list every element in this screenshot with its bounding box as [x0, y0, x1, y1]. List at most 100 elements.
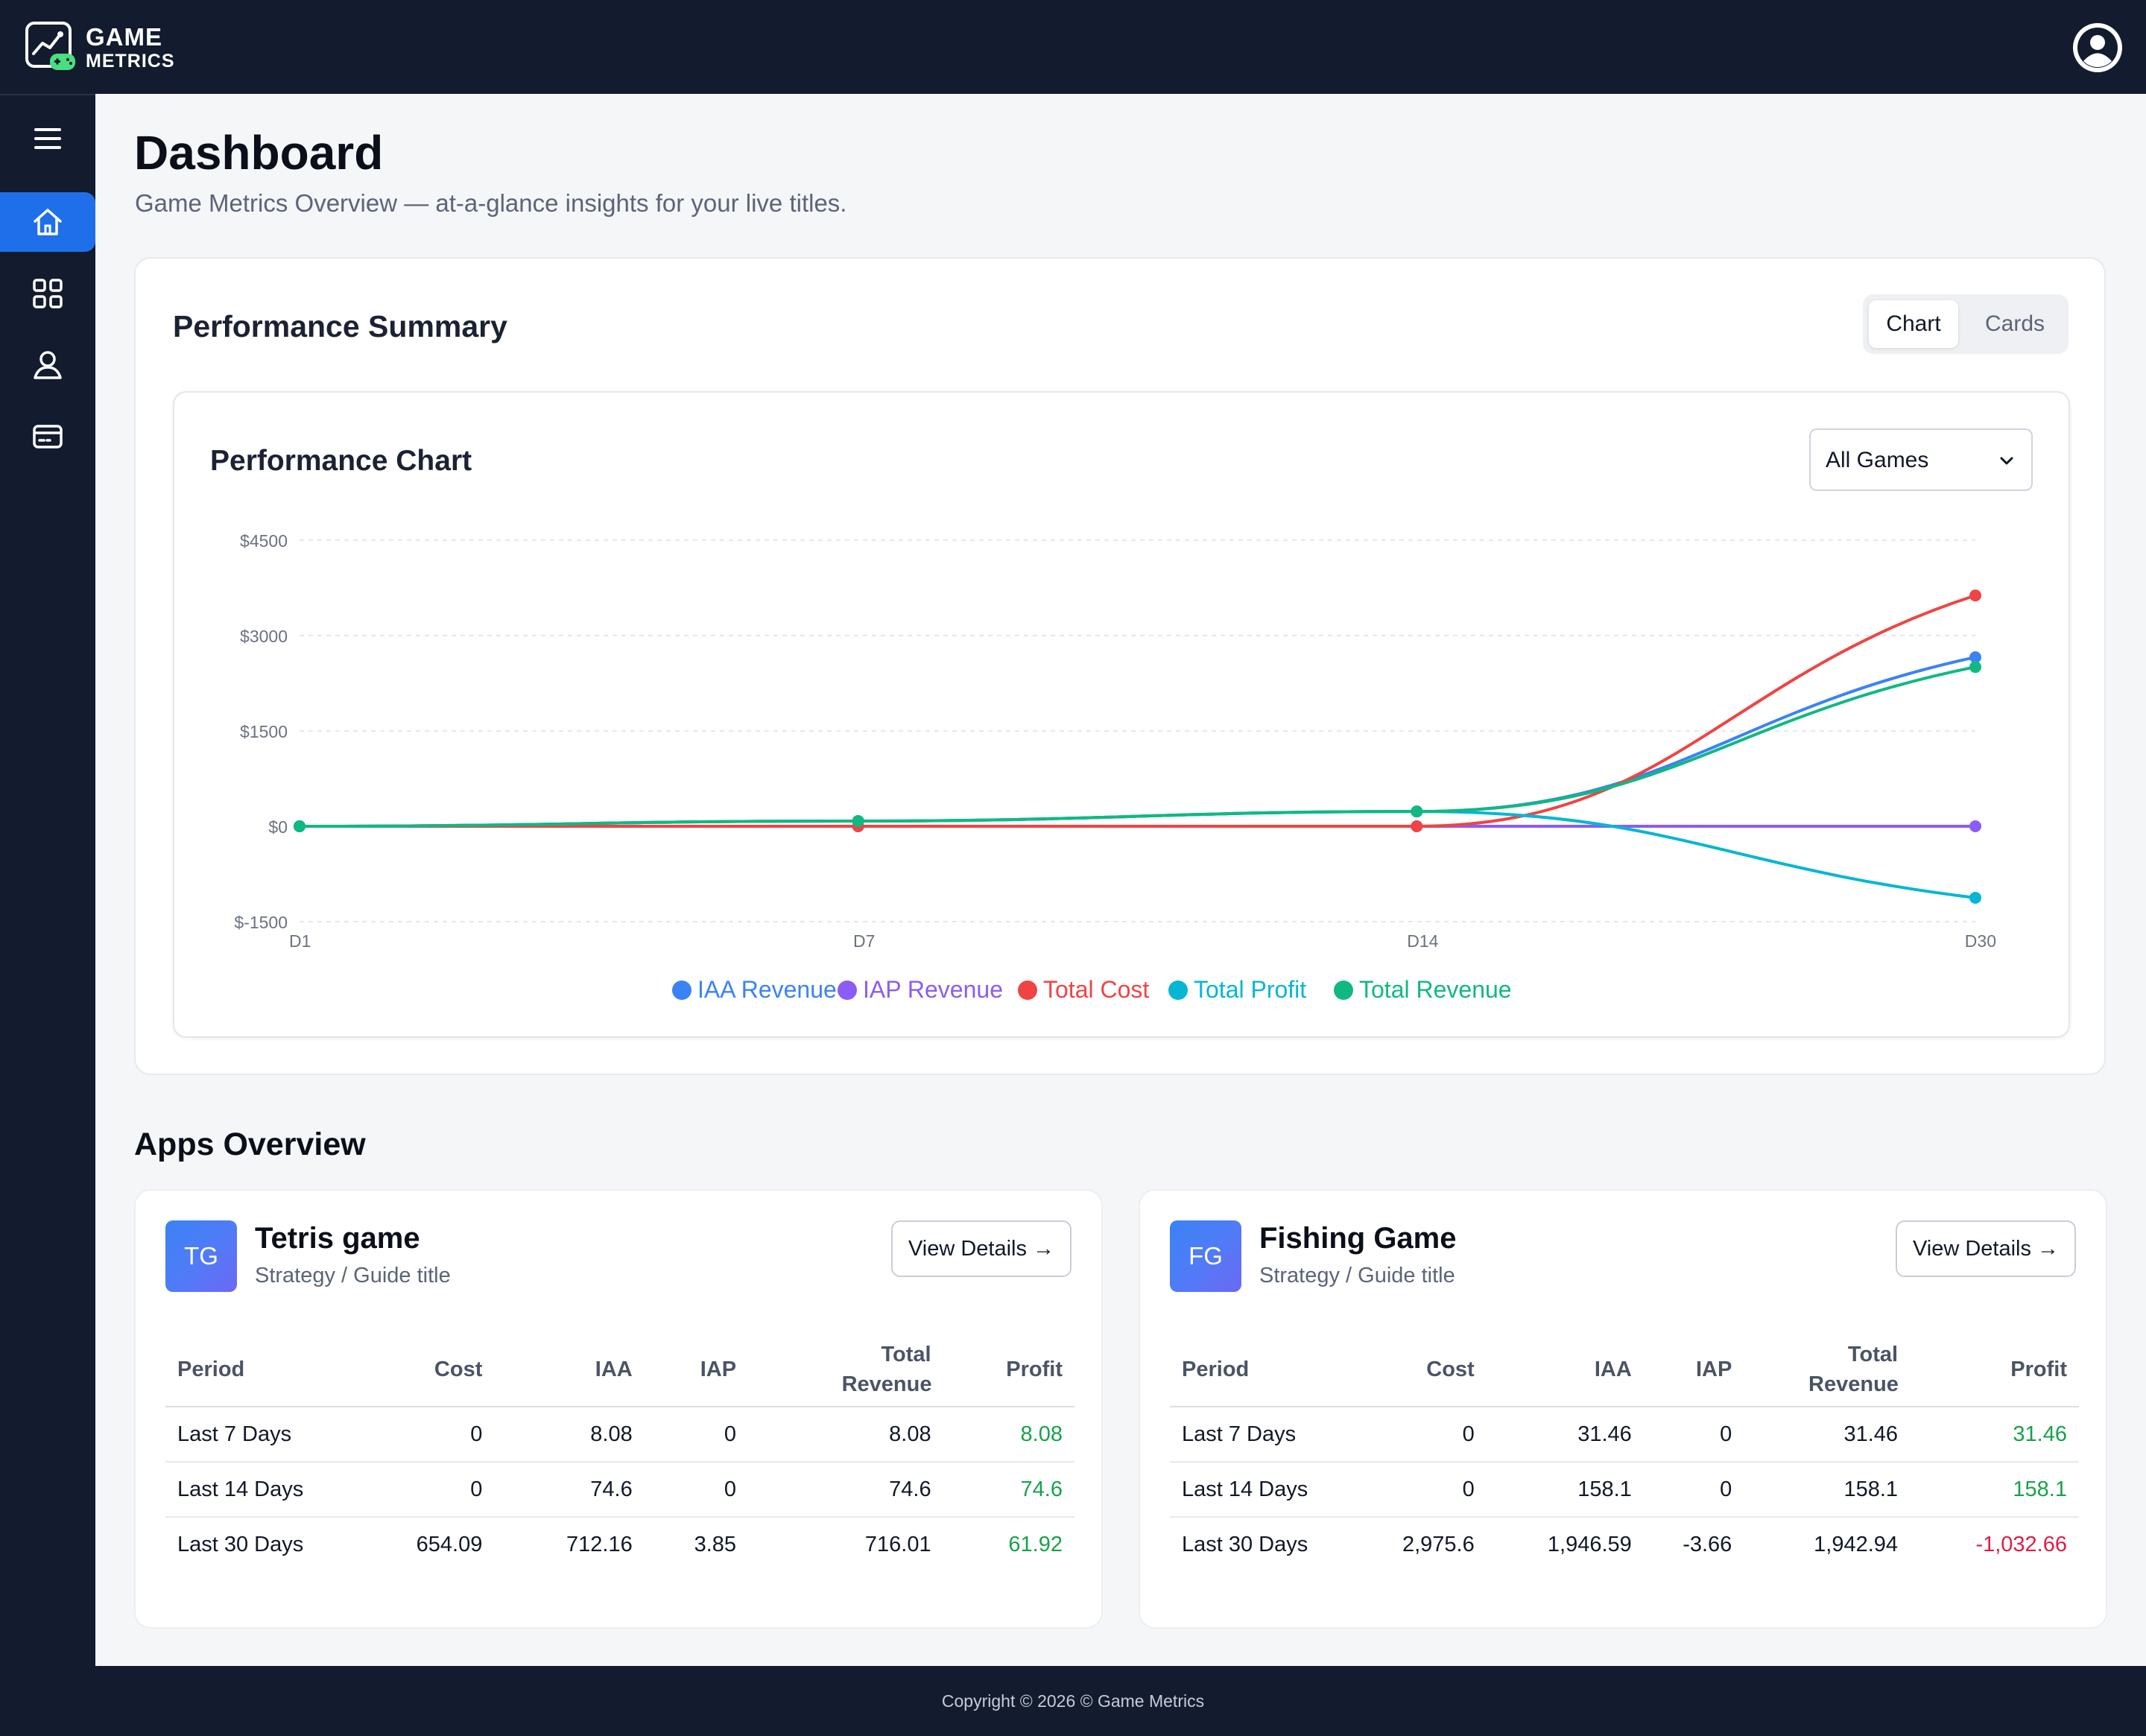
cell-iaa: 8.08	[494, 1407, 645, 1463]
nav-item-billing[interactable]	[0, 407, 95, 466]
cell-period: Last 30 Days	[1182, 1533, 1308, 1556]
column-header: Period	[177, 1357, 245, 1381]
data-point[interactable]	[1969, 661, 1981, 674]
legend-item[interactable]: Total Profit	[1168, 976, 1306, 1003]
app-avatar: FG	[1170, 1220, 1241, 1292]
table-row: Last 30 Days 654.09 712.16 3.85 716.01 61.92	[165, 1517, 1074, 1572]
nav-item-users[interactable]	[0, 335, 95, 395]
data-point[interactable]	[1969, 651, 1981, 664]
legend-item[interactable]: IAP Revenue	[838, 976, 1003, 1003]
nav-item-apps[interactable]	[0, 264, 95, 323]
chart-title: Performance Chart	[210, 445, 472, 477]
column-header: Total Revenue	[1808, 1342, 1899, 1396]
cell-total: 74.6	[748, 1462, 943, 1518]
legend-label: Total Profit	[1194, 976, 1306, 1003]
app-name: Tetris game	[255, 1222, 420, 1255]
cell-iap: 3.85	[694, 1533, 737, 1556]
cell-iap: 0	[1643, 1407, 1744, 1463]
game-filter-select[interactable]: All Games	[1809, 428, 2033, 491]
nav-item-home[interactable]	[0, 192, 95, 252]
cell-iaa: 74.6	[494, 1462, 645, 1518]
data-point[interactable]	[1411, 820, 1423, 832]
column-header: IAA	[1594, 1357, 1632, 1381]
table-row: Last 7 Days 0 31.46 0 31.46 31.46	[1170, 1407, 2079, 1463]
app-card: FG Fishing Game Strategy / Guide title View…	[1139, 1189, 2107, 1629]
cell-period: Last 7 Days	[165, 1407, 344, 1463]
cell-total: 8.08	[748, 1407, 943, 1463]
performance-summary-card: Performance Summary Chart Cards $4500 $30…	[134, 257, 2106, 1075]
view-details-button[interactable]: View Details →	[891, 1220, 1072, 1277]
sidebar	[0, 94, 95, 1666]
cell-iaa: 1,946.59	[1547, 1533, 1632, 1556]
app-card: TG Tetris game Strategy / Guide title View …	[134, 1189, 1103, 1629]
cell-profit: 31.46	[1910, 1407, 2079, 1463]
toggle-chart-button[interactable]: Chart	[1869, 300, 1958, 348]
brand-logo[interactable]: GAME METRICS	[25, 21, 175, 75]
app-metrics-table: Period Cost IAA IAP Total Revenue Profit Last …	[1170, 1332, 2079, 1572]
legend-item[interactable]: Total Cost	[1018, 976, 1149, 1003]
cell-cost: 2,975.6	[1402, 1533, 1475, 1556]
column-header-cell: Cost	[1349, 1332, 1487, 1407]
legend-swatch	[1168, 981, 1188, 1000]
performance-chart-card: $4500 $3000 $1500 $0 $-1500 D1 D7 D14 D30 IAA Rev…	[173, 391, 2070, 1038]
app-name: Fishing Game	[1259, 1222, 1457, 1255]
table-header-row: Period Cost IAA IAP Total Revenue Profit	[1170, 1332, 2079, 1407]
cell-period: Last 14 Days	[1170, 1462, 1349, 1518]
data-point[interactable]	[1969, 891, 1981, 904]
apps-overview-title: Apps Overview	[134, 1127, 366, 1162]
grid-icon	[33, 279, 63, 308]
legend-label: Total Revenue	[1359, 976, 1512, 1003]
data-point[interactable]	[1411, 805, 1423, 818]
x-tick-label: D14	[1407, 931, 1438, 951]
column-header-cell: Profit	[943, 1332, 1074, 1407]
page-title: Dashboard	[134, 126, 384, 180]
legend-item[interactable]: IAA Revenue	[672, 976, 837, 1003]
cell-profit: 74.6	[943, 1462, 1074, 1518]
column-header: Total Revenue	[841, 1342, 932, 1396]
card-icon	[33, 425, 63, 449]
data-point[interactable]	[1969, 820, 1981, 832]
column-header-cell: IAP	[1643, 1332, 1744, 1407]
y-tick-label: $3000	[240, 627, 288, 646]
legend-item[interactable]: Total Revenue	[1334, 976, 1512, 1003]
user-circle-icon[interactable]	[2070, 20, 2125, 75]
brand-line-1: GAME	[86, 23, 162, 51]
cell-total: 158.1	[1744, 1462, 1911, 1518]
hamburger-menu-icon[interactable]	[31, 124, 64, 153]
legend-label: IAP Revenue	[863, 976, 1003, 1003]
top-bar: GAME METRICS	[0, 0, 2146, 94]
y-tick-label: $1500	[240, 722, 288, 741]
legend-label: Total Cost	[1043, 976, 1149, 1003]
column-header-cell: Total Revenue	[1744, 1332, 1911, 1407]
table-row: Last 14 Days 0 74.6 0 74.6 74.6	[165, 1462, 1074, 1518]
view-details-button[interactable]: View Details →	[1896, 1220, 2076, 1277]
column-header-cell: IAP	[644, 1332, 749, 1407]
cell-iap: 0	[644, 1407, 749, 1463]
cell-profit: 158.1	[1910, 1462, 2079, 1518]
cell-period: Last 14 Days	[165, 1462, 344, 1518]
cell-period: Last 30 Days	[177, 1533, 304, 1556]
brand-line-2: METRICS	[86, 51, 175, 72]
legend-swatch	[1018, 981, 1037, 1000]
home-icon	[34, 209, 62, 235]
table-row: Last 7 Days 0 8.08 0 8.08 8.08	[165, 1407, 1074, 1463]
toggle-cards-button[interactable]: Cards	[1984, 311, 2045, 336]
column-header: Profit	[1006, 1357, 1063, 1381]
cell-cost: 654.09	[416, 1533, 483, 1556]
table-row: Last 30 Days 2,975.6 1,946.59 -3.66 1,942.94…	[1170, 1517, 2079, 1572]
footer-copyright: Copyright © 2026 © Game Metrics	[941, 1691, 1205, 1711]
data-point[interactable]	[294, 820, 306, 832]
app-metrics-table: Period Cost IAA IAP Total Revenue Profit Last …	[165, 1332, 1074, 1572]
cell-total: 1,942.94	[1814, 1533, 1899, 1556]
legend-swatch	[838, 981, 857, 1000]
chevron-down-icon	[2000, 457, 2013, 465]
table-row: Last 14 Days 0 158.1 0 158.1 158.1	[1170, 1462, 2079, 1518]
y-tick-label: $4500	[240, 531, 288, 551]
cell-iap: 0	[644, 1462, 749, 1518]
cell-total: 31.46	[1744, 1407, 1911, 1463]
column-header-cell: Period	[165, 1332, 344, 1407]
data-point[interactable]	[1969, 589, 1981, 602]
data-point[interactable]	[852, 814, 864, 827]
cell-cost: 0	[1349, 1462, 1487, 1518]
